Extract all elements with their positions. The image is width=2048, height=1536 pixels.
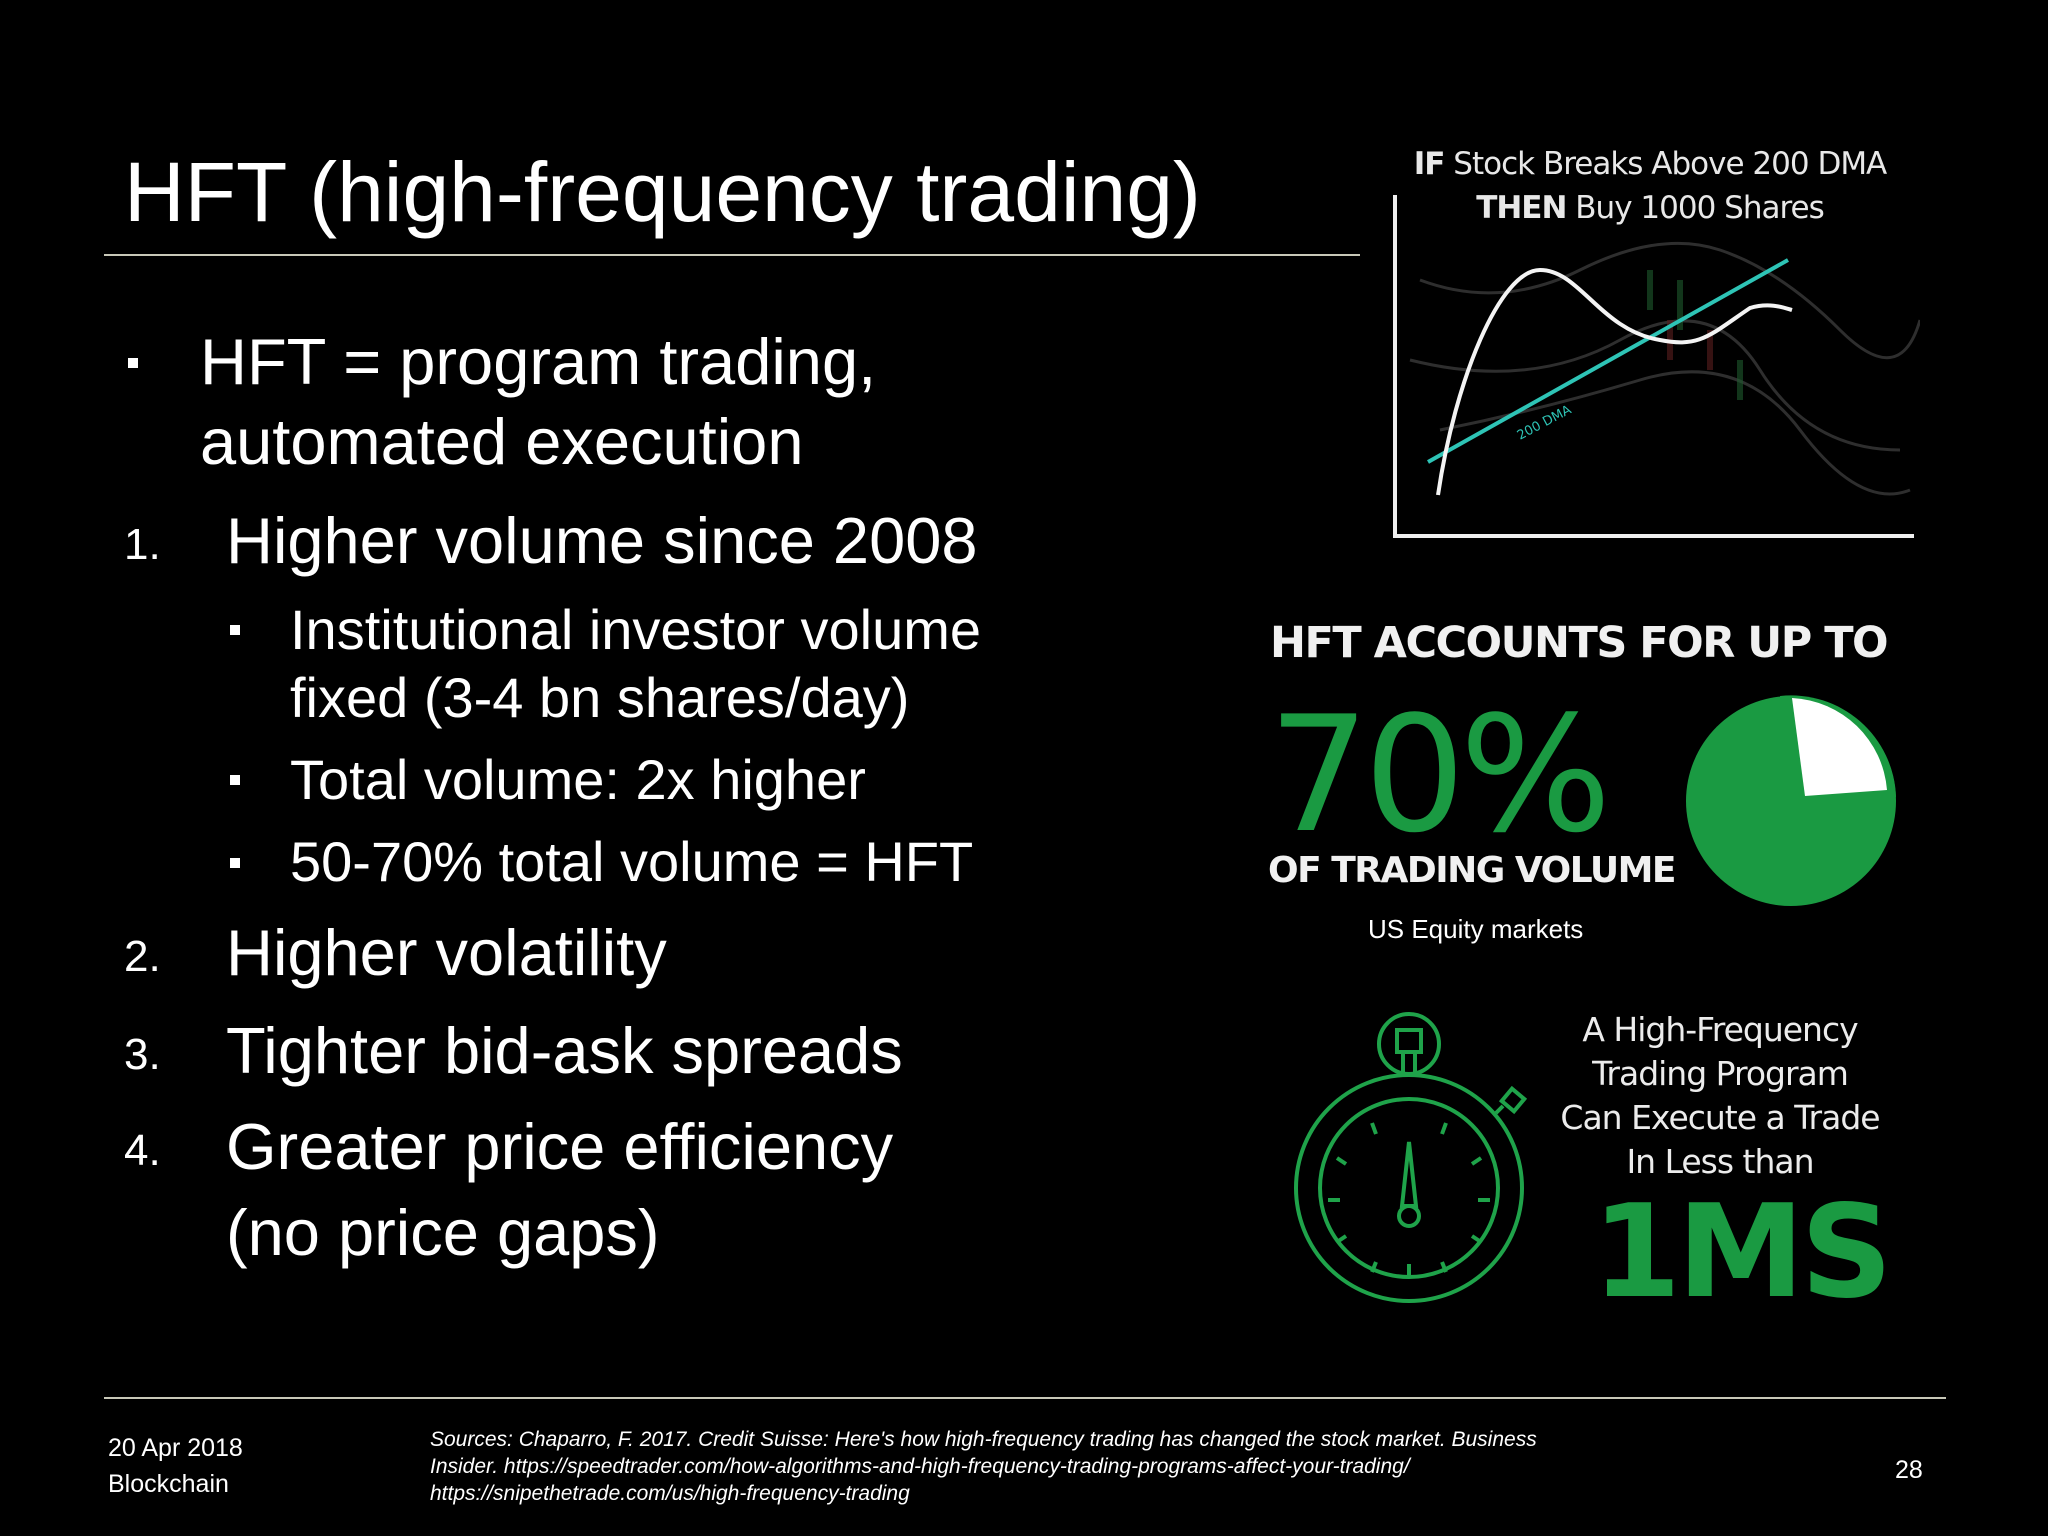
sub-bullet-marker-icon [230, 858, 240, 868]
chart-caption-line1: IF Stock Breaks Above 200 DMA [1380, 146, 1920, 182]
chart-caption-line2: THEN Buy 1000 Shares [1380, 190, 1920, 226]
stopwatch-icon [1294, 1012, 1528, 1303]
hft-share-subheading: OF TRADING VOLUME [1268, 850, 1677, 891]
list-number: 4. [124, 1126, 161, 1175]
sub-bullet-text: fixed (3-4 bn shares/day) [290, 666, 910, 729]
hft-share-heading: HFT ACCOUNTS FOR UP TO [1270, 618, 1889, 668]
numbered-item-text: Higher volatility [226, 916, 667, 989]
caption-text: Buy 1000 Shares [1566, 190, 1824, 226]
list-number: 2. [124, 932, 161, 981]
caption-text: Stock Breaks Above 200 DMA [1444, 146, 1887, 182]
speed-text-line: A High-Frequency [1582, 1010, 1858, 1049]
stock-chart-icon: 200 DMA [1393, 195, 1920, 538]
us-equity-note: US Equity markets [1368, 914, 1584, 944]
bullet-text-line: automated execution [200, 405, 804, 478]
title-divider [104, 254, 1360, 256]
footer-source-line: https://snipethetrade.com/us/high-freque… [430, 1482, 910, 1505]
numbered-item-text: Greater price efficiency [226, 1110, 894, 1183]
speed-text-line: Trading Program [1592, 1054, 1849, 1093]
bullet-marker-icon [128, 358, 138, 368]
list-number: 3. [124, 1030, 161, 1079]
list-number: 1. [124, 520, 161, 569]
footer-source-line: Insider. https://speedtrader.com/how-alg… [430, 1455, 1410, 1478]
numbered-item-text: Higher volume since 2008 [226, 504, 978, 577]
footer-source-line: Sources: Chaparro, F. 2017. Credit Suiss… [430, 1428, 1537, 1451]
speed-text-line: Can Execute a Trade [1560, 1098, 1880, 1137]
sub-bullet-marker-icon [230, 625, 240, 635]
sub-bullet-text: Total volume: 2x higher [290, 748, 866, 811]
footer-date: 20 Apr 2018 [108, 1434, 243, 1462]
sub-bullet-text: Institutional investor volume [290, 598, 982, 661]
rule-chart-graphic: IF Stock Breaks Above 200 DMA THEN Buy 1… [1380, 130, 1920, 550]
footer-divider [104, 1397, 1946, 1399]
numbered-item-text: (no price gaps) [226, 1196, 660, 1269]
sub-bullet-marker-icon [230, 775, 240, 785]
hft-share-value: 70% [1268, 681, 1612, 868]
sub-bullet-text: 50-70% total volume = HFT [290, 830, 974, 893]
speed-value: 1MS [1592, 1178, 1893, 1327]
caption-keyword-if: IF [1413, 146, 1446, 182]
bullet-text-line: HFT = program trading, [200, 325, 877, 398]
slide-title: HFT (high-frequency trading) [124, 145, 1201, 239]
numbered-item-text: Tighter bid-ask spreads [226, 1014, 903, 1087]
speed-text-line: In Less than [1626, 1142, 1814, 1181]
footer-topic: Blockchain [108, 1470, 229, 1498]
pie-chart-icon [1686, 695, 1896, 906]
page-number: 28 [1895, 1456, 1923, 1484]
caption-keyword-then: THEN [1476, 190, 1567, 226]
